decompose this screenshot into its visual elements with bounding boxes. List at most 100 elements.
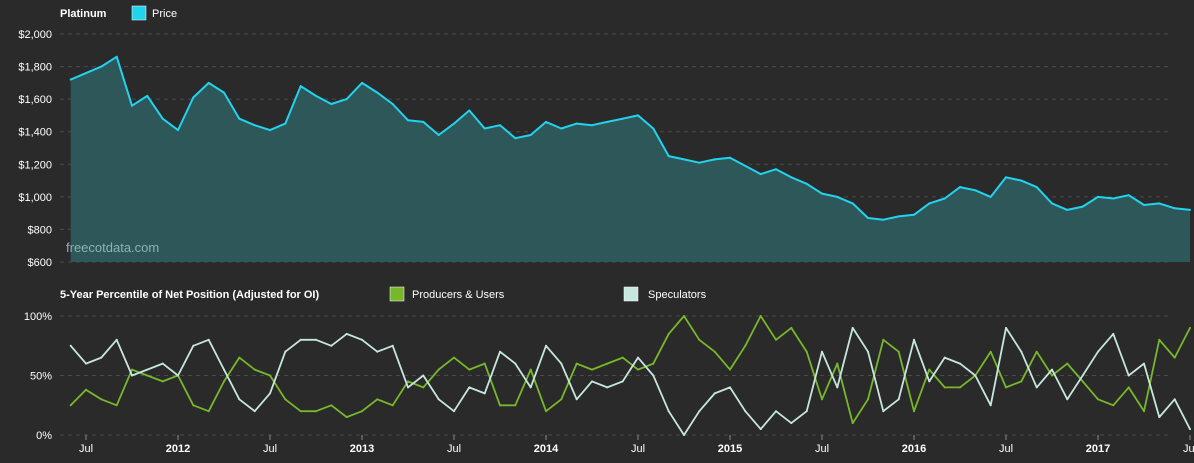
speculators-point — [560, 362, 563, 365]
producers-point — [131, 368, 133, 371]
price-y-tick-label: $2,000 — [18, 29, 52, 41]
producers-point — [943, 386, 946, 389]
producers-point — [69, 404, 72, 407]
speculators-point — [1097, 350, 1099, 353]
speculators-point — [729, 386, 731, 389]
x-tick-label: 2015 — [718, 443, 742, 455]
speculators-point — [85, 362, 87, 365]
speculators-point — [1020, 350, 1023, 353]
price-point — [989, 195, 992, 198]
producers-point — [713, 350, 716, 353]
producers-point — [775, 338, 777, 341]
producers-point — [253, 368, 256, 371]
price-point — [115, 55, 118, 58]
speculators-point — [775, 410, 777, 413]
price-point — [713, 158, 716, 161]
speculators-point — [545, 344, 547, 347]
price-y-tick-label: $1,800 — [18, 62, 52, 74]
price-point — [223, 91, 225, 94]
speculators-point — [821, 350, 823, 353]
price-point — [345, 98, 348, 101]
price-area — [70, 56, 1191, 262]
speculators-point — [621, 380, 624, 383]
x-tick-label: 2014 — [534, 443, 559, 455]
x-tick-label: 2012 — [166, 443, 190, 455]
speculators-point — [744, 410, 747, 413]
price-point — [131, 104, 133, 107]
price-point — [100, 65, 103, 68]
price-point — [959, 186, 961, 189]
price-point — [545, 120, 547, 123]
price-point — [667, 155, 670, 158]
speculators-point — [146, 368, 149, 371]
producers-point — [161, 380, 164, 383]
price-point — [606, 120, 609, 123]
price-point — [391, 103, 394, 105]
producers-point — [269, 374, 271, 377]
speculators-point — [1035, 386, 1038, 389]
producers-point — [591, 368, 593, 371]
producers-point — [315, 410, 317, 413]
producers-point — [1097, 398, 1099, 401]
producers-point — [790, 326, 793, 329]
producers-point — [1158, 338, 1161, 341]
price-point — [928, 202, 931, 205]
speculators-point — [207, 338, 210, 341]
producers-point — [207, 410, 210, 413]
speculators-point — [575, 398, 578, 401]
speculators-point — [1081, 374, 1084, 377]
speculators-point — [422, 374, 425, 377]
speculators-point — [161, 362, 164, 365]
producers-point — [437, 368, 440, 371]
percentile-y-tick-label: 50% — [30, 371, 52, 383]
speculators-point — [345, 332, 348, 335]
price-point — [821, 192, 823, 195]
producers-point — [192, 404, 195, 407]
speculators-point — [253, 410, 256, 413]
producers-point — [529, 368, 532, 371]
speculators-point — [483, 392, 486, 395]
speculators-point — [1066, 398, 1069, 401]
price-line — [70, 55, 1191, 221]
price-point — [851, 202, 854, 205]
x-tick-label: Jul — [815, 443, 829, 455]
price-point — [591, 124, 593, 127]
speculators-point — [315, 338, 317, 341]
speculators-point — [913, 338, 915, 341]
x-tick-label: Jul — [1183, 443, 1194, 455]
producers-line — [70, 315, 1191, 424]
speculators-point — [652, 374, 655, 377]
producers-point — [698, 338, 701, 341]
producers-point — [514, 404, 517, 407]
x-tick-label: Jul — [999, 443, 1013, 455]
price-legend-swatch — [131, 5, 147, 21]
price-point — [882, 218, 885, 221]
price-point — [192, 96, 195, 99]
producers-point — [146, 374, 149, 377]
x-tick-label: Jul — [447, 443, 461, 455]
x-axis: Jul 2012 Jul 2013 Jul 2014 Jul 2015 Jul 2016 Jul 20… — [79, 435, 1194, 455]
producers-point — [223, 380, 225, 383]
x-tick-label: 2013 — [350, 443, 374, 455]
speculators-point — [943, 356, 946, 359]
speculators-point — [1143, 362, 1145, 365]
speculators-point — [514, 362, 517, 365]
price-point — [575, 122, 578, 125]
price-point — [269, 129, 271, 132]
speculators-point — [330, 344, 333, 347]
price-point — [729, 156, 731, 159]
watermark: freecotdata.com — [66, 240, 159, 255]
price-point — [453, 122, 455, 125]
producers-legend-label: Producers & Users — [412, 289, 505, 301]
price-point — [284, 122, 287, 125]
producers-point — [238, 356, 241, 359]
producers-point — [729, 368, 731, 371]
producers-point — [821, 398, 823, 401]
producers-point — [468, 368, 471, 371]
price-point — [943, 197, 946, 200]
producers-point — [545, 410, 547, 413]
price-point — [177, 129, 179, 132]
price-point — [468, 109, 471, 112]
price-y-tick-label: $800 — [28, 224, 52, 236]
price-point — [161, 117, 164, 120]
